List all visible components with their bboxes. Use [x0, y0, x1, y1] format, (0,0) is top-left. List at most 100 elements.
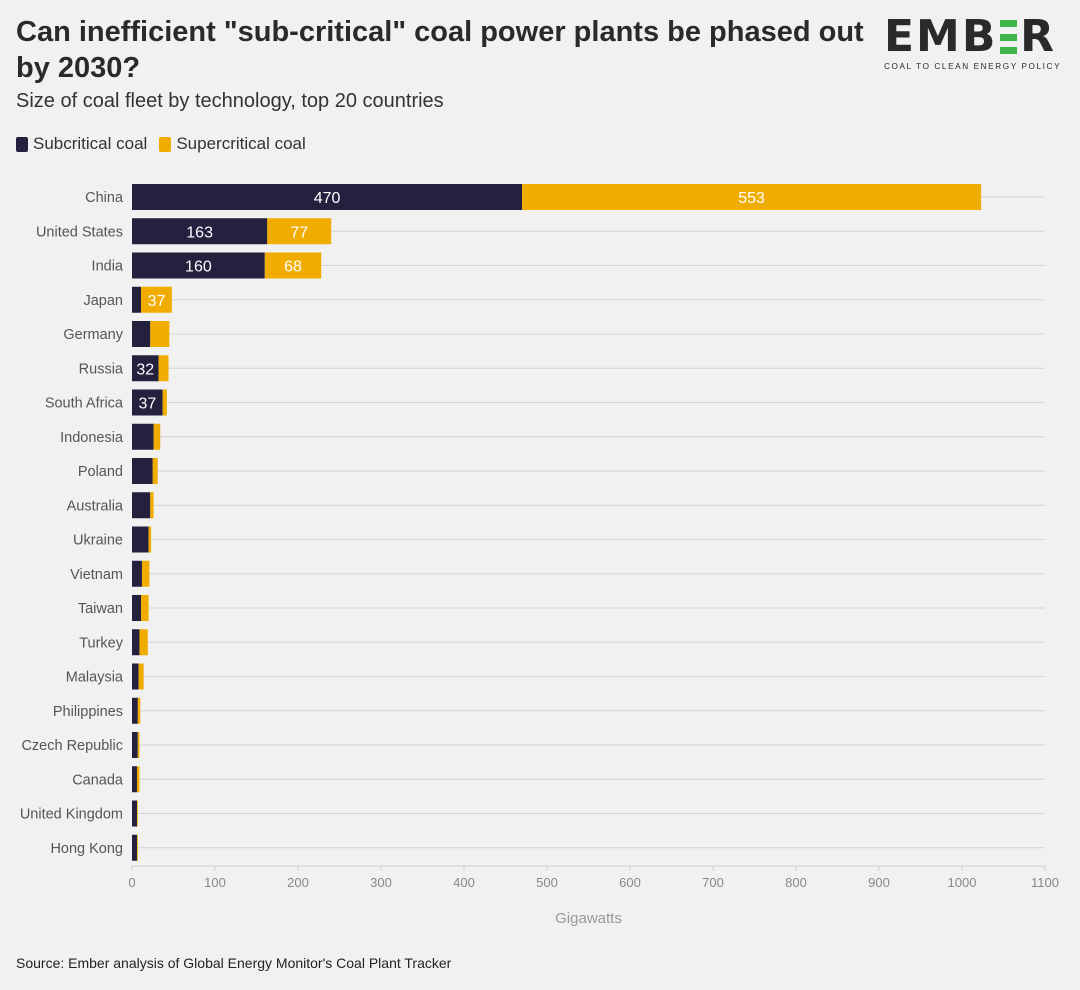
category-label-philippines: Philippines [53, 704, 123, 720]
bar-subcritical-coal-turkey [132, 629, 140, 656]
bar-subcritical-coal-japan [132, 286, 142, 313]
source-note: Source: Ember analysis of Global Energy … [16, 955, 452, 971]
bar-supercritical-coal-canada [136, 766, 140, 793]
bar-supercritical-coal-indonesia [153, 423, 161, 450]
x-tick-label-1100: 1100 [1031, 875, 1059, 890]
category-label-indonesia: Indonesia [60, 430, 124, 446]
category-label-united-kingdom: United Kingdom [20, 807, 123, 823]
legend-swatch-supercritical [159, 136, 172, 152]
category-label-canada: Canada [72, 772, 124, 788]
bar-supercritical-coal-germany [150, 321, 170, 347]
chart-subtitle: Size of coal fleet by technology, top 20… [16, 90, 444, 112]
data-label-supercritical-coal-united-states: 77 [290, 224, 308, 241]
category-label-vietnam: Vietnam [70, 567, 123, 583]
bar-supercritical-coal-ukraine [148, 526, 152, 553]
x-tick-label-1000: 1000 [948, 875, 977, 890]
x-tick-label-500: 500 [536, 875, 558, 890]
bar-subcritical-coal-hong-kong [132, 834, 137, 861]
legend-item-supercritical: Supercritical coal [159, 134, 306, 154]
legend-item-subcritical: Subcritical coal [16, 134, 147, 154]
category-label-japan: Japan [83, 293, 123, 309]
bar-supercritical-coal-japan [141, 286, 172, 313]
data-label-supercritical-coal-japan: 37 [148, 293, 166, 310]
bar-subcritical-coal-taiwan [132, 595, 142, 621]
data-label-supercritical-coal-china: 553 [738, 190, 765, 207]
data-label-subcritical-coal-united-states: 163 [186, 224, 213, 241]
logo-word-right: R [1020, 11, 1056, 62]
category-label-russia: Russia [79, 361, 124, 377]
data-label-subcritical-coal-russia: 32 [136, 361, 154, 378]
bar-supercritical-coal-china [522, 184, 982, 210]
x-tick-label-0: 0 [128, 875, 135, 890]
bar-supercritical-coal-malaysia [138, 663, 144, 690]
x-tick-label-800: 800 [785, 875, 807, 890]
data-label-subcritical-coal-china: 470 [314, 190, 341, 207]
category-label-malaysia: Malaysia [66, 670, 124, 686]
bar-subcritical-coal-russia [132, 355, 159, 382]
logo-word-left: EMB [884, 11, 998, 62]
legend-label-supercritical: Supercritical coal [176, 134, 306, 153]
data-label-subcritical-coal-south-africa: 37 [138, 396, 156, 413]
bar-supercritical-coal-philippines [137, 697, 141, 724]
x-tick-label-200: 200 [287, 875, 309, 890]
legend: Subcritical coal Supercritical coal [16, 134, 318, 154]
bar-supercritical-coal-taiwan [141, 595, 149, 621]
category-label-australia: Australia [67, 498, 124, 514]
x-axis-title: Gigawatts [555, 910, 622, 927]
bar-subcritical-coal-united-kingdom [132, 800, 137, 827]
category-label-hong-kong: Hong Kong [50, 841, 123, 857]
x-tick-label-100: 100 [204, 875, 226, 890]
bar-supercritical-coal-australia [150, 492, 154, 519]
category-label-ukraine: Ukraine [73, 533, 123, 549]
bar-supercritical-coal-vietnam [141, 560, 150, 587]
legend-swatch-subcritical [16, 136, 28, 152]
x-tick-label-600: 600 [619, 875, 641, 890]
bar-supercritical-coal-united-kingdom [136, 800, 138, 827]
bar-subcritical-coal-united-states [132, 218, 268, 245]
category-label-south-africa: South Africa [45, 396, 124, 412]
data-label-subcritical-coal-india: 160 [185, 259, 212, 276]
bar-subcritical-coal-canada [132, 766, 137, 793]
category-label-germany: Germany [63, 327, 123, 343]
category-label-china: China [85, 190, 124, 206]
bar-subcritical-coal-czech-republic [132, 732, 138, 758]
bar-subcritical-coal-philippines [132, 697, 138, 724]
bar-supercritical-coal-poland [152, 458, 158, 484]
bar-supercritical-coal-hong-kong [136, 834, 138, 861]
bar-supercritical-coal-turkey [139, 629, 148, 656]
category-label-turkey: Turkey [79, 635, 124, 651]
x-tick-label-700: 700 [702, 875, 724, 890]
bar-supercritical-coal-russia [158, 355, 169, 382]
bar-supercritical-coal-czech-republic [137, 732, 140, 758]
bar-subcritical-coal-vietnam [132, 560, 142, 587]
bar-subcritical-coal-australia [132, 492, 151, 519]
chart-frame [4, 4, 1075, 985]
category-label-taiwan: Taiwan [78, 601, 123, 617]
legend-label-subcritical: Subcritical coal [33, 134, 148, 153]
ember-logo: EMB R COAL TO CLEAN ENERGY POLICY [884, 14, 1062, 74]
x-tick-label-400: 400 [453, 875, 475, 890]
bar-subcritical-coal-south-africa [132, 389, 163, 416]
category-label-united-states: United States [36, 224, 123, 240]
chart-title: Can inefficient "sub-critical" coal powe… [16, 16, 864, 84]
data-label-supercritical-coal-india: 68 [284, 259, 302, 276]
bar-subcritical-coal-malaysia [132, 663, 139, 690]
bar-subcritical-coal-germany [132, 321, 151, 347]
category-label-czech-republic: Czech Republic [21, 738, 123, 754]
logo-green-e-icon [1000, 20, 1018, 54]
logo-tagline: COAL TO CLEAN ENERGY POLICY [884, 62, 1062, 71]
bar-subcritical-coal-india [132, 252, 265, 279]
bar-subcritical-coal-ukraine [132, 526, 149, 553]
bar-subcritical-coal-china [132, 184, 523, 210]
bar-supercritical-coal-south-africa [162, 389, 167, 416]
category-label-poland: Poland [78, 464, 123, 480]
bar-supercritical-coal-india [264, 252, 322, 279]
category-label-india: India [92, 259, 124, 275]
bar-subcritical-coal-indonesia [132, 423, 154, 450]
x-tick-label-900: 900 [868, 875, 890, 890]
bar-subcritical-coal-poland [132, 458, 153, 484]
logo-wordmark: EMB R [884, 14, 1056, 60]
x-tick-label-300: 300 [370, 875, 392, 890]
bar-supercritical-coal-united-states [267, 218, 332, 245]
